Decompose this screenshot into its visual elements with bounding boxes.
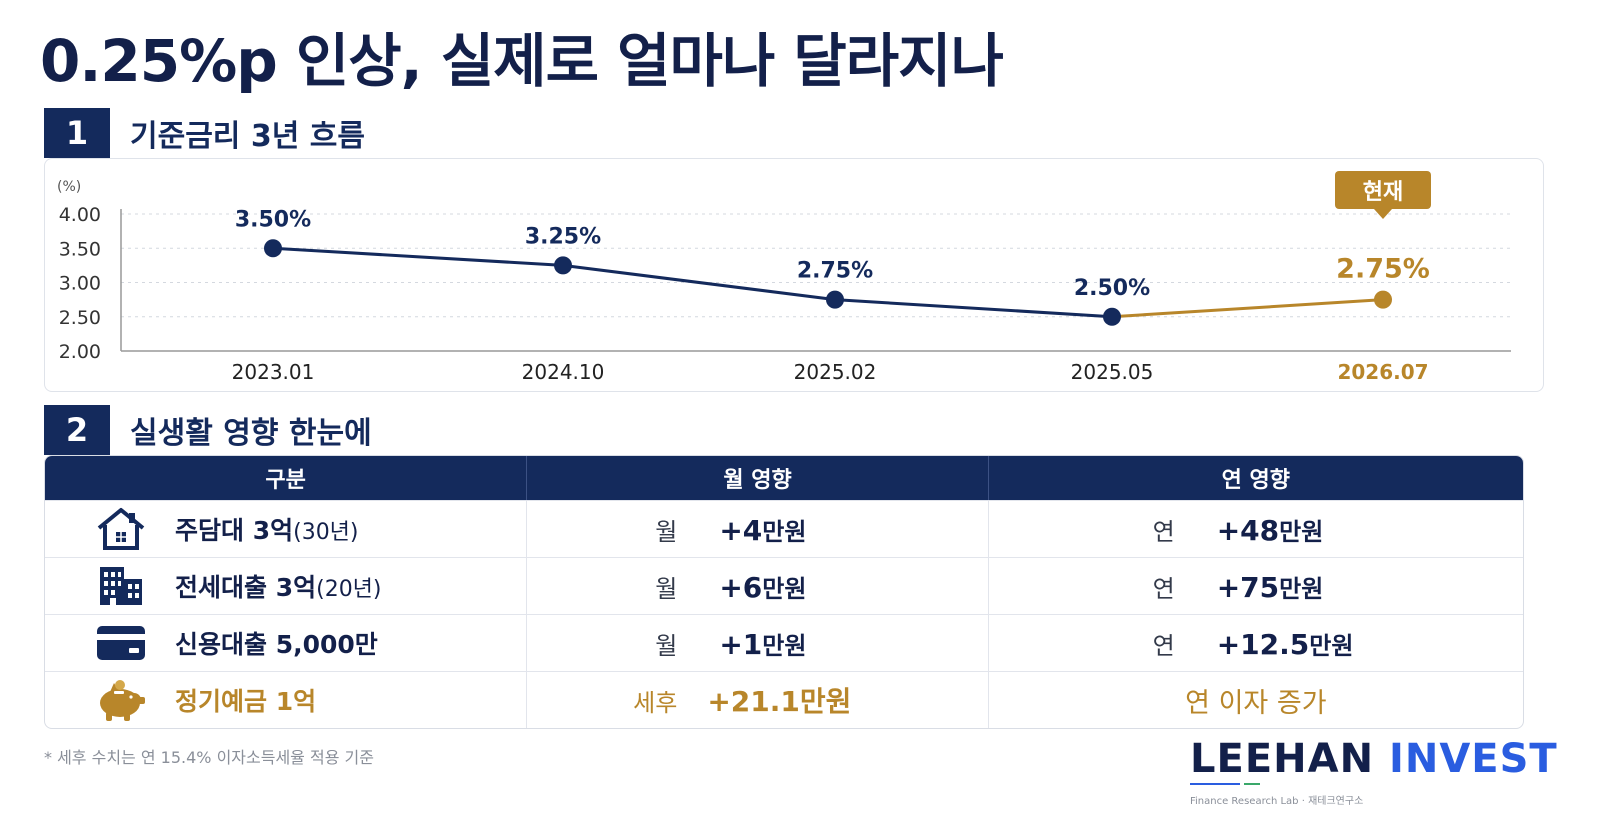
credit-card-icon	[91, 624, 151, 662]
table-row: 전세대출 3억(20년) 월 +6만원 연 +75만원	[45, 557, 1523, 614]
brand-logo: LEEHAN INVEST	[1190, 736, 1558, 782]
table-row: 주담대 3억(30년) 월 +4만원 연 +48만원	[45, 500, 1523, 557]
piggy-bank-icon	[91, 678, 151, 722]
monthly-prefix: 세후	[633, 688, 678, 717]
data-label: 2.75%	[797, 259, 873, 284]
x-tick-label: 2024.10	[522, 360, 605, 384]
yearly-value: +48만원	[1216, 513, 1324, 547]
data-point	[554, 256, 572, 275]
monthly-value: +21.1만원	[707, 685, 852, 718]
x-tick-label: 2025.05	[1071, 360, 1154, 384]
monthly-prefix: 월	[655, 517, 678, 546]
current-badge-pointer	[1374, 209, 1392, 219]
section-header-trend: 1 기준금리 3년 흐름	[44, 108, 365, 158]
y-tick-label: 2.50	[59, 307, 101, 329]
section-title: 기준금리 3년 흐름	[130, 119, 365, 154]
section-header-impact: 2 실생활 영향 한눈에	[44, 405, 372, 455]
rate-line-chart: (%) 4.00 3.50 3.00 2.50 2.00 3.50% 2023.01 3.25%…	[57, 171, 1511, 384]
section-title: 실생활 영향 한눈에	[130, 416, 372, 451]
data-label: 3.50%	[235, 207, 311, 232]
monthly-prefix: 월	[655, 631, 678, 660]
yearly-prefix: 연	[1152, 631, 1175, 660]
data-point	[264, 239, 282, 258]
header-yearly: 연 영향	[987, 456, 1523, 500]
rate-chart: (%) 4.00 3.50 3.00 2.50 2.00 3.50% 2023.01 3.25%…	[44, 158, 1544, 392]
current-badge	[1335, 171, 1431, 209]
page-title: 0.25%p 인상, 실제로 얼마나 달라지나	[40, 27, 1004, 95]
row-label: 신용대출 5,000만	[175, 630, 378, 659]
building-icon	[91, 565, 151, 607]
y-tick-label: 4.00	[59, 204, 101, 226]
table-header: 구분 월 영향 연 영향	[45, 456, 1523, 500]
yearly-prefix: 연	[1152, 517, 1175, 546]
header-monthly: 월 영향	[526, 456, 987, 500]
current-badge-label: 현재	[1363, 180, 1403, 205]
brand-underline-accent	[1244, 783, 1260, 785]
section-number: 1	[44, 108, 110, 158]
header-category: 구분	[265, 468, 306, 493]
x-tick-label: 2026.07	[1337, 360, 1428, 384]
brand-underline	[1190, 783, 1240, 785]
y-tick-label: 3.00	[59, 273, 101, 295]
impact-table: 구분 월 영향 연 영향 주담대 3억(30년) 월 +4만원 연 +48만원 …	[44, 455, 1524, 729]
data-label: 3.25%	[525, 224, 601, 249]
house-icon	[91, 506, 151, 552]
data-label: 2.75%	[1336, 254, 1430, 285]
section-number: 2	[44, 405, 110, 455]
data-point	[1103, 307, 1121, 326]
footnote: * 세후 수치는 연 15.4% 이자소득세율 적용 기준	[44, 748, 374, 767]
row-label: 정기예금 1억	[175, 687, 317, 716]
row-label: 주담대 3억(30년)	[175, 516, 359, 545]
monthly-value: +1만원	[719, 627, 807, 661]
monthly-value: +4만원	[719, 513, 807, 547]
row-label: 전세대출 3억(20년)	[175, 573, 382, 602]
x-tick-label: 2023.01	[232, 360, 315, 384]
x-tick-label: 2025.02	[794, 360, 877, 384]
brand-subtitle: Finance Research Lab · 재테크연구소	[1190, 796, 1364, 807]
table-row: 정기예금 1억 세후 +21.1만원 연 이자 증가	[45, 671, 1523, 728]
yearly-note: 연 이자 증가	[987, 672, 1523, 728]
series-line	[272, 246, 1113, 319]
y-tick-label: 2.00	[59, 341, 101, 363]
y-tick-label: 3.50	[59, 238, 101, 260]
data-point	[826, 290, 844, 309]
yearly-prefix: 연	[1152, 574, 1175, 603]
data-point	[1374, 290, 1392, 309]
table-row: 신용대출 5,000만 월 +1만원 연 +12.5만원	[45, 614, 1523, 671]
yearly-value: +12.5만원	[1216, 627, 1354, 661]
monthly-prefix: 월	[655, 574, 678, 603]
monthly-value: +6만원	[719, 570, 807, 604]
yearly-value: +75만원	[1216, 570, 1324, 604]
y-unit-label: (%)	[57, 179, 81, 195]
series-line-current	[1111, 298, 1384, 319]
data-label: 2.50%	[1074, 276, 1150, 301]
